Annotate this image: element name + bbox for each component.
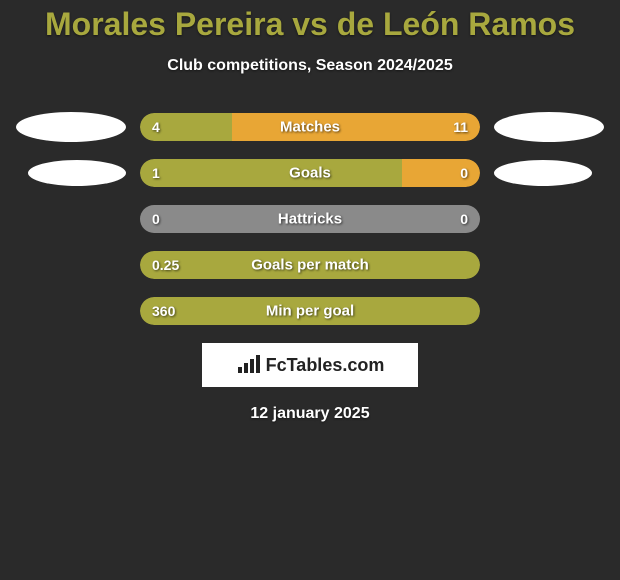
stat-row: 360 Min per goal (10, 297, 610, 325)
stat-label: Goals (289, 165, 331, 182)
player1-bar-segment (140, 159, 402, 187)
brand-badge: FcTables.com (202, 343, 418, 387)
player2-marker (494, 160, 592, 186)
player1-value: 1 (152, 165, 160, 181)
stat-bar: 360 Min per goal (140, 297, 480, 325)
brand-text: FcTables.com (266, 355, 385, 376)
player2-value: 0 (460, 211, 468, 227)
stat-label: Goals per match (251, 257, 369, 274)
player2-bar-segment (232, 113, 480, 141)
stat-row: 4 11 Matches (10, 113, 610, 141)
player2-value: 0 (460, 165, 468, 181)
player2-bar-segment (402, 159, 480, 187)
player1-value: 0.25 (152, 257, 179, 273)
player1-marker (28, 160, 126, 186)
player1-value: 360 (152, 303, 175, 319)
stat-bar: 0.25 Goals per match (140, 251, 480, 279)
page-title: Morales Pereira vs de León Ramos (0, 0, 620, 43)
subtitle: Club competitions, Season 2024/2025 (0, 57, 620, 75)
stat-label: Matches (280, 119, 340, 136)
stat-bar: 4 11 Matches (140, 113, 480, 141)
stat-label: Min per goal (266, 303, 354, 320)
stat-row: 1 0 Goals (10, 159, 610, 187)
comparison-chart: 4 11 Matches 1 0 Goals 0 0 Hattricks 0.25 Goals pe… (0, 113, 620, 325)
date-label: 12 january 2025 (0, 405, 620, 423)
stat-label: Hattricks (278, 211, 342, 228)
player2-marker (494, 112, 604, 142)
player1-marker (16, 112, 126, 142)
stat-bar: 1 0 Goals (140, 159, 480, 187)
player1-value: 0 (152, 211, 160, 227)
player1-value: 4 (152, 119, 160, 135)
stat-row: 0 0 Hattricks (10, 205, 610, 233)
stat-row: 0.25 Goals per match (10, 251, 610, 279)
stat-bar: 0 0 Hattricks (140, 205, 480, 233)
bar-chart-icon (236, 355, 262, 375)
player2-value: 11 (453, 119, 468, 135)
